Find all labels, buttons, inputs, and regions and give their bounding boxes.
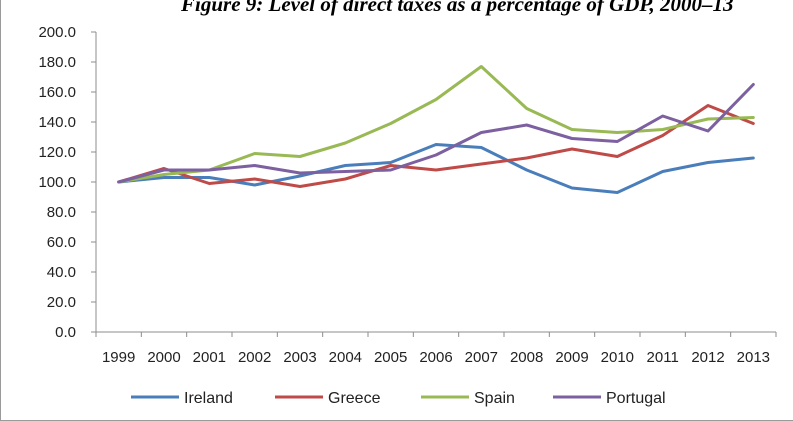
x-tick-label: 2001 bbox=[193, 349, 226, 366]
y-tick-label: 60.0 bbox=[47, 234, 76, 251]
x-axis: 1999 2000 2001 2002 2003 2004 2005 2006 2007 2008… bbox=[95, 331, 777, 366]
series-line-greece bbox=[117, 104, 755, 188]
x-tick-label: 2003 bbox=[283, 349, 316, 366]
legend-label-portugal: Portugal bbox=[606, 390, 666, 407]
series-line-ireland bbox=[117, 143, 755, 194]
legend-label-spain: Spain bbox=[474, 390, 515, 407]
y-tick-label: 80.0 bbox=[47, 204, 76, 221]
y-axis: 0.0 20.0 40.0 60.0 80.0 100.0 120.0 140.0 160.0 1… bbox=[38, 24, 97, 341]
x-tick-label: 2011 bbox=[647, 349, 679, 366]
chart-title: Figure 9: Level of direct taxes as a per… bbox=[181, 0, 734, 16]
x-tick-label: 2008 bbox=[510, 349, 543, 366]
y-tick-label: 200.0 bbox=[38, 24, 76, 41]
x-tick-label: 2005 bbox=[374, 349, 407, 366]
y-tick-label: 40.0 bbox=[47, 264, 76, 281]
x-tick-label: 2013 bbox=[737, 349, 770, 366]
y-tick-label: 160.0 bbox=[38, 84, 76, 101]
x-tick-label: 2009 bbox=[555, 349, 588, 366]
y-tick-label: 140.0 bbox=[38, 114, 76, 131]
legend: Ireland Greece Spain Portugal bbox=[131, 390, 666, 407]
series-line-spain bbox=[117, 65, 755, 184]
series-line-portugal bbox=[117, 83, 755, 184]
series-lines bbox=[117, 65, 755, 194]
x-tick-label: 2002 bbox=[238, 349, 271, 366]
y-tick-label: 0.0 bbox=[55, 324, 76, 341]
x-tick-label: 2007 bbox=[465, 349, 498, 366]
legend-label-ireland: Ireland bbox=[184, 390, 233, 407]
y-tick-label: 100.0 bbox=[38, 174, 76, 191]
x-tick-label: 2010 bbox=[601, 349, 634, 366]
legend-label-greece: Greece bbox=[328, 390, 381, 407]
x-tick-label: 2012 bbox=[691, 349, 724, 366]
y-tick-label: 180.0 bbox=[38, 54, 76, 71]
x-tick-label: 1999 bbox=[102, 349, 135, 366]
y-tick-label: 120.0 bbox=[38, 144, 76, 161]
x-tick-label: 2000 bbox=[147, 349, 180, 366]
y-tick-label: 20.0 bbox=[47, 294, 76, 311]
x-tick-label: 2004 bbox=[329, 349, 362, 366]
x-tick-label: 2006 bbox=[419, 349, 452, 366]
